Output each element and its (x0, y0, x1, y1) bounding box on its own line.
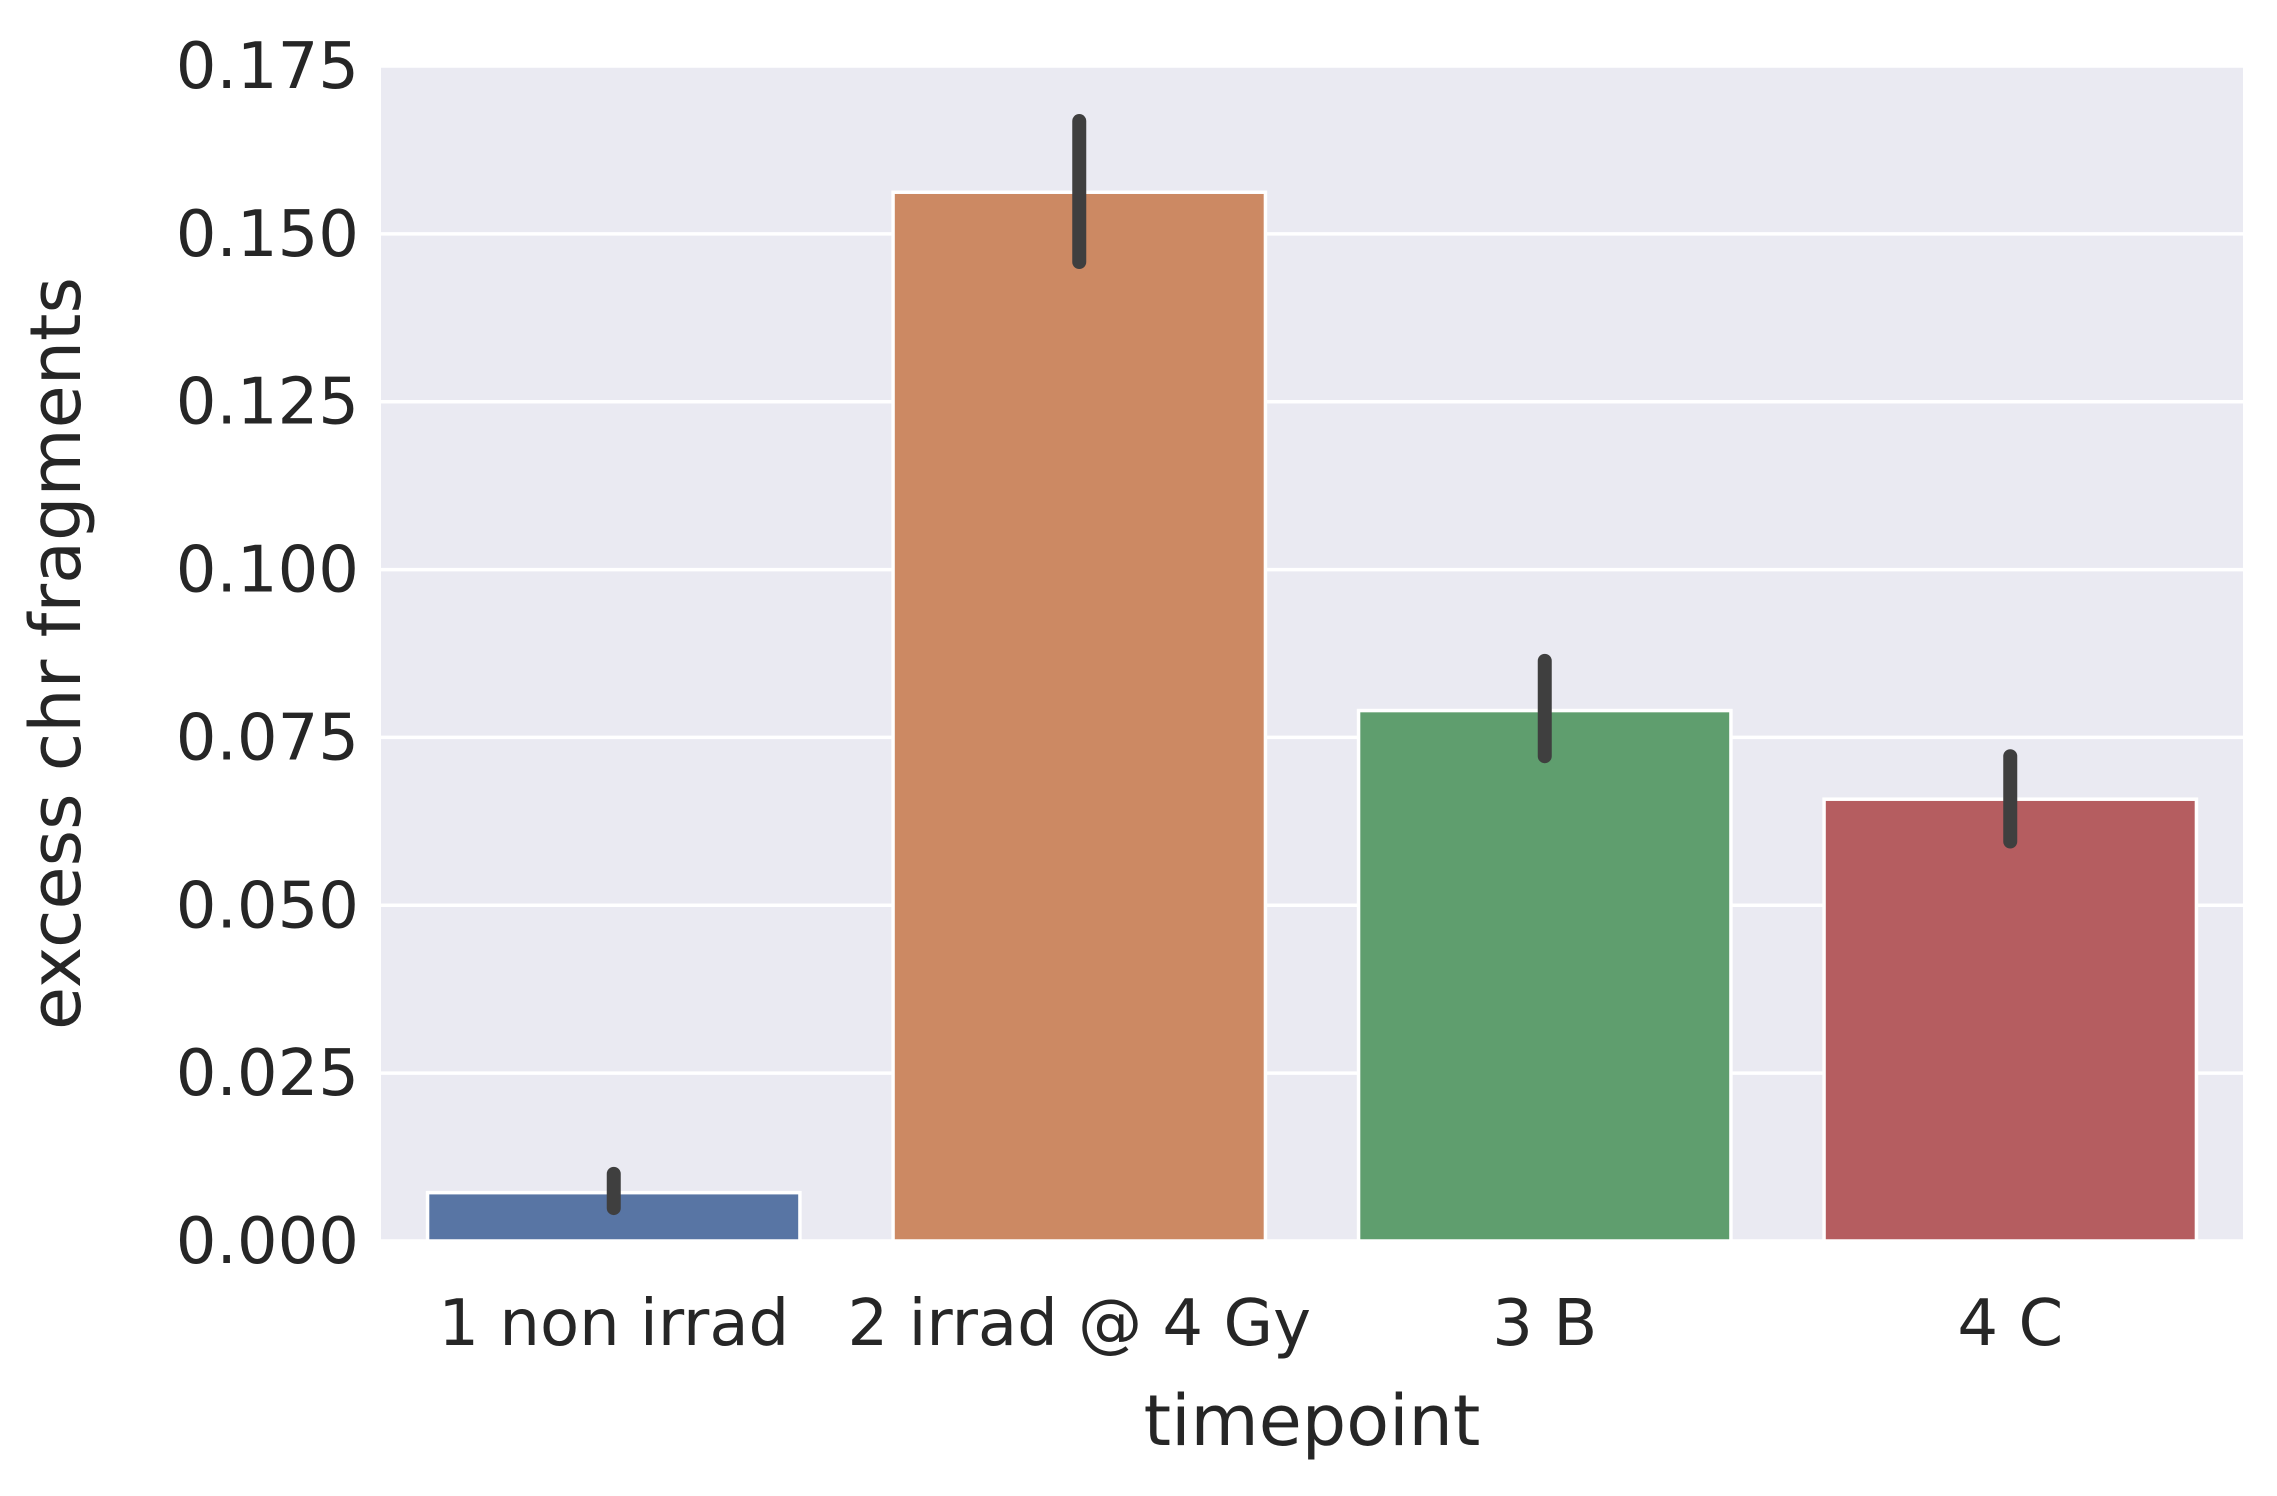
bar (1356, 708, 1733, 1243)
bars (425, 190, 2199, 1243)
y-tick-label: 0.000 (176, 1205, 359, 1279)
y-tick-label: 0.050 (176, 869, 359, 943)
y-tick-label: 0.025 (176, 1037, 359, 1111)
x-tick-label: 2 irrad @ 4 Gy (848, 1287, 1311, 1361)
y-tick-labels: 0.000 0.025 0.050 0.075 0.100 0.125 0.150 0.175 (176, 30, 359, 1279)
y-tick-label: 0.075 (176, 701, 359, 775)
bar (891, 190, 1268, 1243)
y-tick-label: 0.150 (176, 198, 359, 272)
x-axis-label: timepoint (1144, 1380, 1481, 1462)
x-tick-labels: 1 non irrad 2 irrad @ 4 Gy 3 B 4 C (438, 1287, 2063, 1361)
y-tick-label: 0.175 (176, 30, 359, 104)
y-tick-label: 0.125 (176, 366, 359, 440)
x-tick-label: 3 B (1492, 1287, 1597, 1361)
x-tick-label: 4 C (1957, 1287, 2063, 1361)
y-axis-label: excess chr fragments (15, 277, 97, 1030)
error-bars (606, 114, 2018, 1216)
x-tick-label: 1 non irrad (438, 1287, 789, 1361)
y-tick-label: 0.100 (176, 534, 359, 608)
bar (1822, 797, 2199, 1243)
